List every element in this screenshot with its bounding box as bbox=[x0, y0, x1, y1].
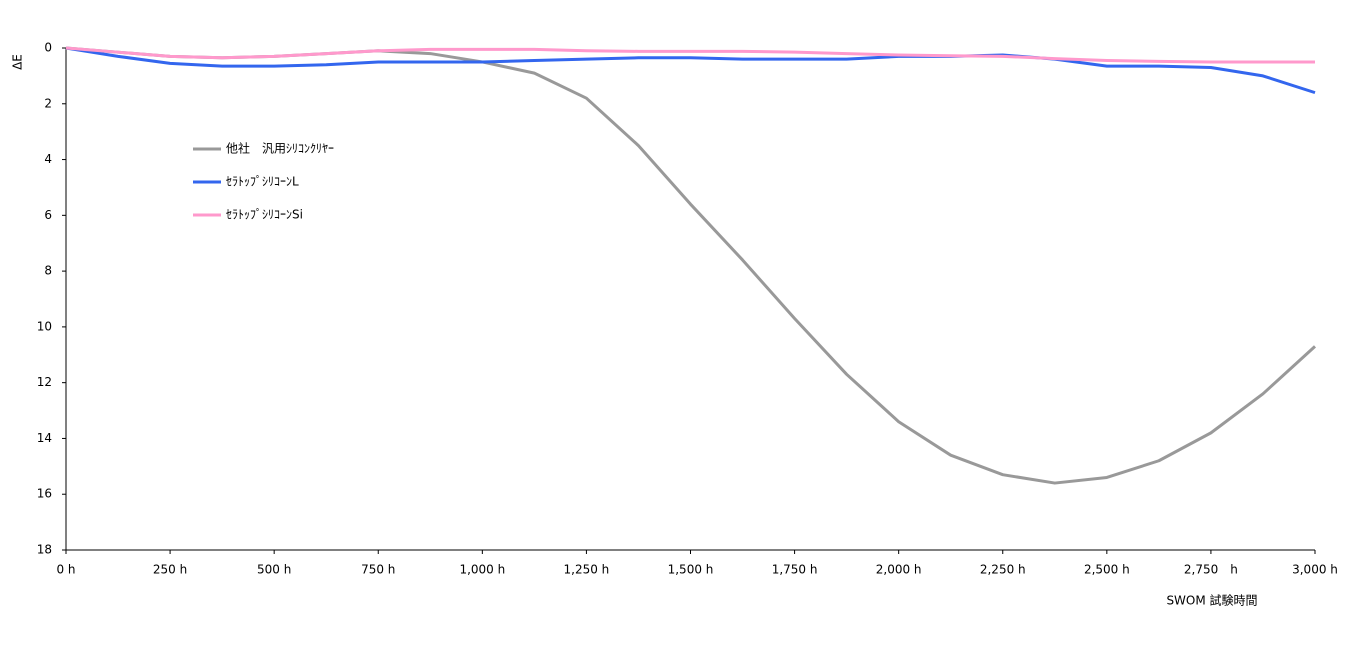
y-tick-label: 14 bbox=[37, 431, 52, 445]
x-tick-label: 1,500 h bbox=[668, 563, 714, 577]
y-tick-label: 18 bbox=[37, 543, 52, 557]
y-tick-label: 16 bbox=[37, 487, 52, 501]
y-tick-label: 12 bbox=[37, 375, 52, 389]
x-tick-label: 3,000 h bbox=[1292, 563, 1338, 577]
x-tick-label: 500 h bbox=[257, 563, 291, 577]
x-tick-label: 2,500 h bbox=[1084, 563, 1130, 577]
y-tick-label: 10 bbox=[37, 319, 52, 333]
legend-label: ｾﾗﾄｯﾌﾟｼﾘｺｰﾝSi bbox=[226, 208, 303, 222]
x-tick-label: 0 h bbox=[56, 563, 75, 577]
x-tick-label: 750 h bbox=[361, 563, 395, 577]
series-line bbox=[65, 46, 1317, 485]
y-axis-title: ΔE bbox=[11, 54, 25, 70]
x-tick-label: 1,000 h bbox=[459, 563, 505, 577]
x-tick-label: 1,750 h bbox=[772, 563, 818, 577]
y-tick-label: 2 bbox=[44, 96, 52, 110]
y-tick-label: 6 bbox=[44, 208, 52, 222]
x-tick-label: 2,000 h bbox=[876, 563, 922, 577]
y-tick-label: 4 bbox=[44, 152, 52, 166]
x-tick-label: 2,250 h bbox=[980, 563, 1026, 577]
series-line bbox=[65, 46, 1315, 64]
legend-label: ｾﾗﾄｯﾌﾟｼﾘｺｰﾝL bbox=[226, 175, 299, 189]
legend-label: 他社 汎用ｼﾘｺﾝｸﾘﾔｰ bbox=[226, 141, 334, 156]
series-line bbox=[65, 46, 1316, 95]
x-axis-title: SWOM 試験時間 bbox=[1166, 593, 1257, 608]
x-tick-label: 1,250 h bbox=[564, 563, 610, 577]
y-tick-label: 8 bbox=[44, 264, 52, 278]
x-tick-label: 2,750 h bbox=[1184, 563, 1238, 577]
x-tick-label: 250 h bbox=[153, 563, 187, 577]
y-tick-label: 0 bbox=[44, 41, 52, 55]
